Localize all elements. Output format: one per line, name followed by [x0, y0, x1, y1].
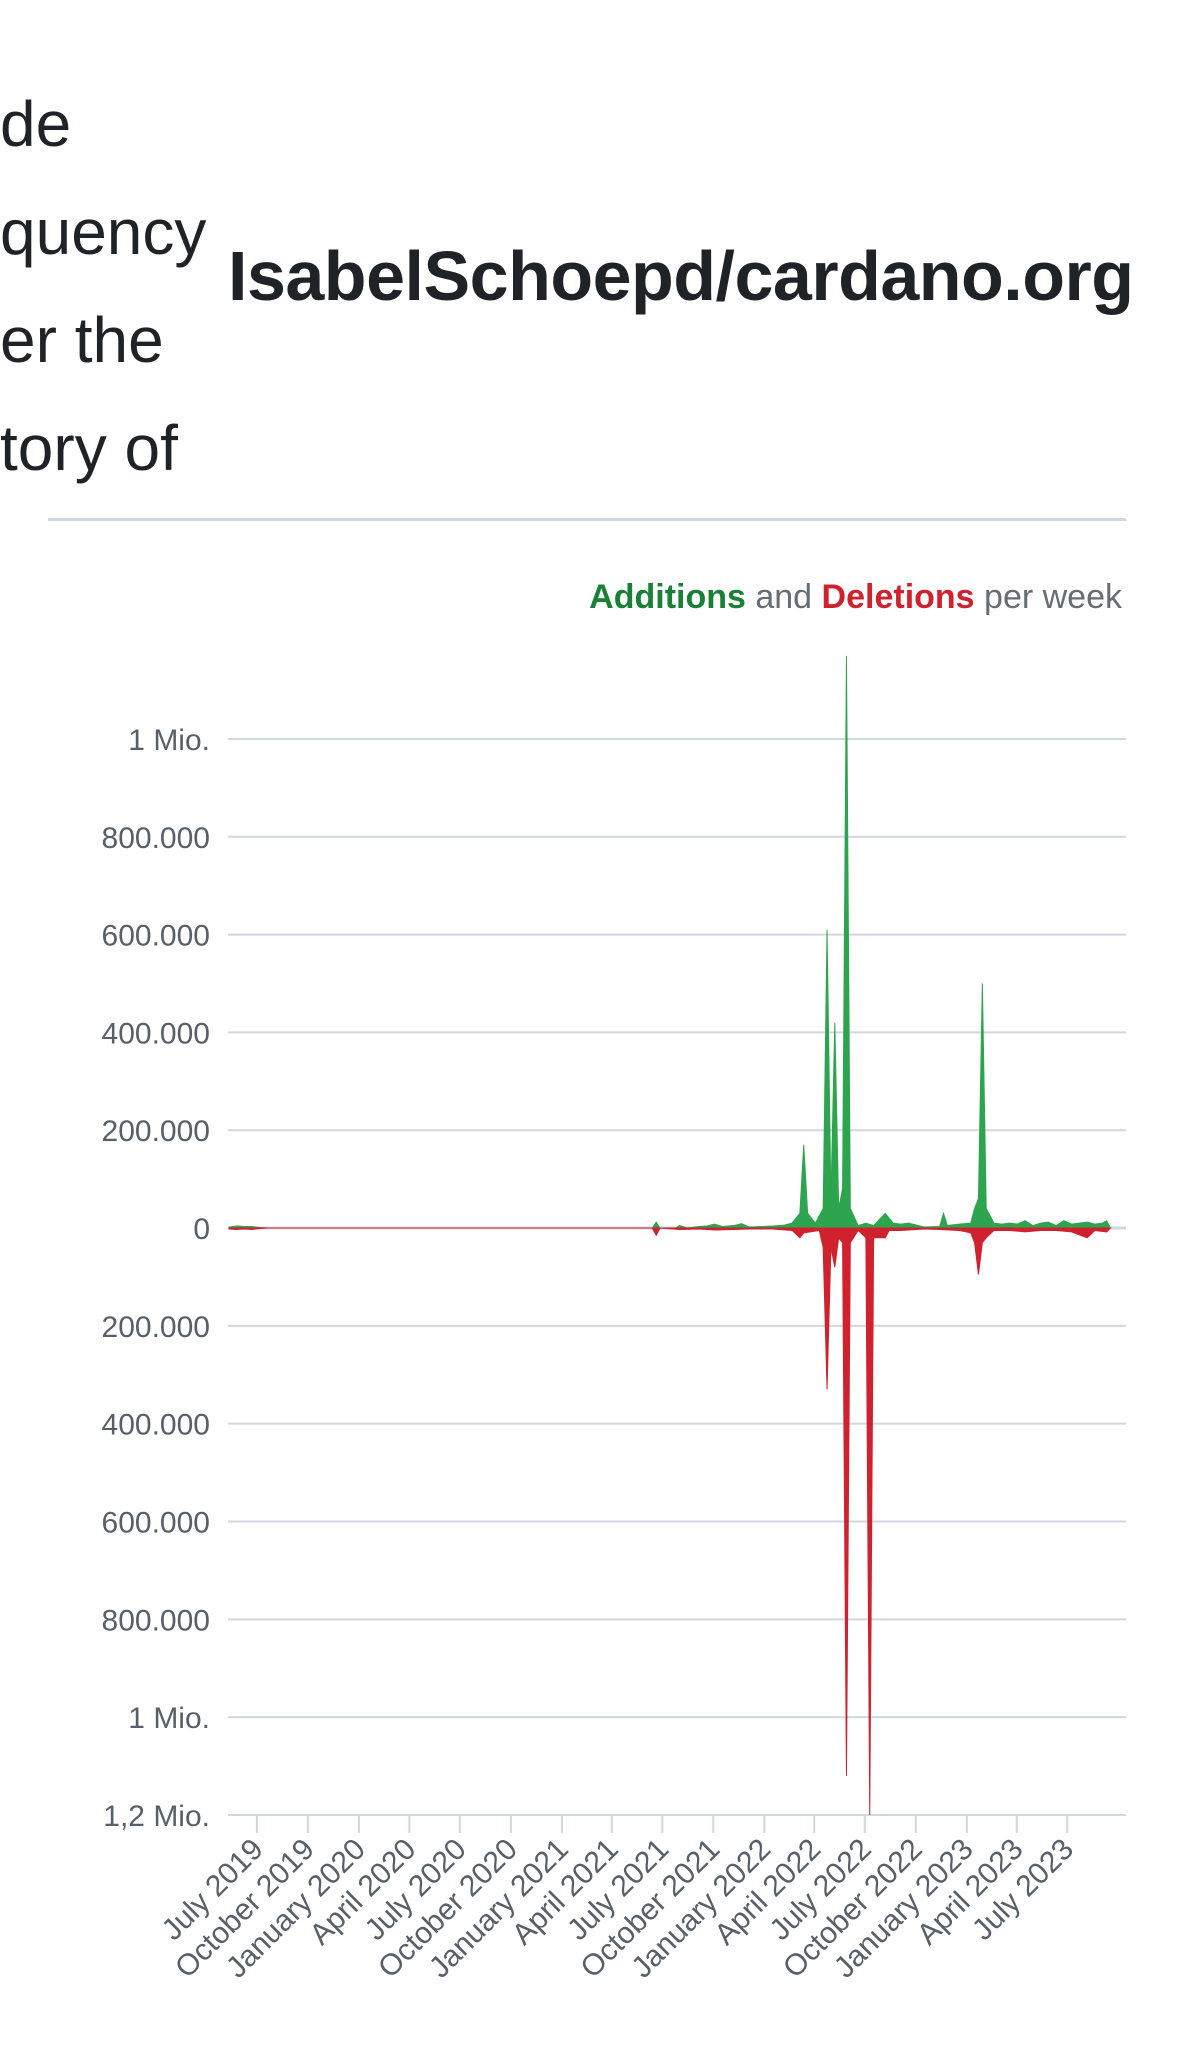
y-tick-label: 600.000	[102, 920, 210, 953]
legend-additions: Additions	[589, 578, 746, 616]
y-tick-label: 600.000	[102, 1507, 210, 1540]
repo-title[interactable]: IsabelSchoepd/cardano.org	[228, 237, 1134, 315]
intro-line: tory of	[0, 412, 178, 484]
y-tick-label: 800.000	[102, 1604, 210, 1637]
legend-deletions: Deletions	[821, 578, 975, 616]
grid-layer	[228, 738, 1126, 1816]
y-tick-label: 400.000	[102, 1409, 210, 1442]
additions-deletions-chart: 1 Mio. 800.000 600.000 400.000 200.000 0 200.0…	[102, 655, 1126, 1985]
y-tick-label: 1 Mio.	[128, 1702, 210, 1735]
y-tick-label: 400.000	[102, 1017, 210, 1050]
y-tick-label: 200.000	[102, 1311, 210, 1344]
y-tick-label: 1,2 Mio.	[103, 1800, 210, 1833]
intro-text: de quency er the tory of	[0, 70, 220, 502]
intro-line: quency	[0, 196, 207, 268]
y-tick-label: 200.000	[102, 1115, 210, 1148]
divider	[48, 518, 1126, 521]
series-layer	[228, 655, 1112, 1816]
y-axis: 1 Mio. 800.000 600.000 400.000 200.000 0 200.0…	[102, 724, 210, 1833]
y-tick-label: 0	[193, 1213, 210, 1246]
legend-suffix: per week	[974, 578, 1122, 616]
legend-and: and	[745, 578, 822, 616]
y-tick-label: 1 Mio.	[128, 724, 210, 757]
y-tick-label: 800.000	[102, 822, 210, 855]
series-area-deletions	[228, 1227, 1112, 1816]
series-area-additions	[228, 655, 1112, 1229]
intro-line: de	[0, 88, 72, 160]
chart-legend: Additions and Deletions per week	[589, 578, 1122, 617]
intro-line: er the	[0, 304, 164, 376]
